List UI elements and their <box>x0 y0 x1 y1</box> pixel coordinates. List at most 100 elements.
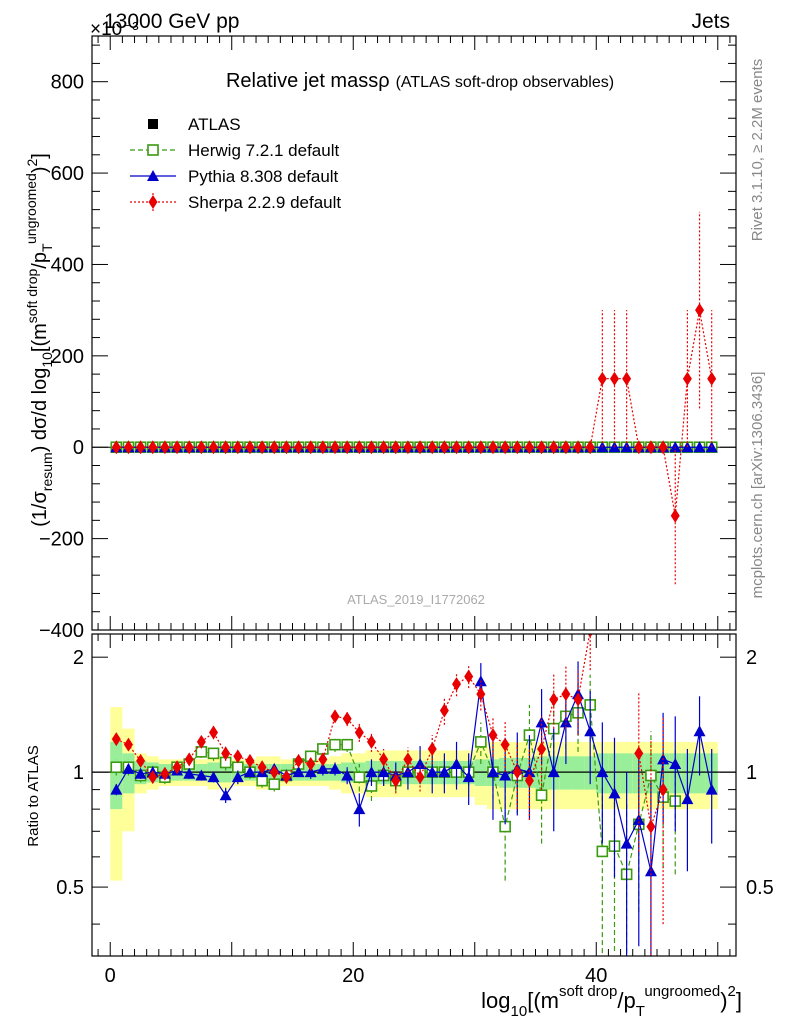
ratio-point-2-39 <box>584 725 597 737</box>
ratio-point-2-29 <box>462 771 475 783</box>
ratio-point-3-30 <box>476 687 486 702</box>
main-point-3-22 <box>379 440 389 455</box>
ratio-point-2-26 <box>426 766 439 778</box>
ratio-point-3-9 <box>221 746 231 761</box>
ratio-point-3-34 <box>524 773 534 788</box>
main-point-3-40 <box>597 371 607 386</box>
ratio-point-2-49 <box>705 783 718 795</box>
ratio-point-3-11 <box>245 753 255 768</box>
main-point-3-44 <box>646 440 656 455</box>
main-point-3-27 <box>439 440 449 455</box>
main-point-3-29 <box>464 440 474 455</box>
ratio-point-3-10 <box>233 749 243 764</box>
rivet-label: Rivet 3.1.10, ≥ 2.2M events <box>749 59 766 242</box>
y-tick-label-600: 600 <box>51 163 84 185</box>
main-point-3-38 <box>573 440 583 455</box>
ratio-point-3-29 <box>464 669 474 684</box>
ratio-point-2-36 <box>547 766 560 778</box>
main-point-3-6 <box>184 440 194 455</box>
main-point-3-46 <box>670 508 680 523</box>
main-point-3-31 <box>488 440 498 455</box>
ratio-point-3-7 <box>196 734 206 749</box>
main-point-3-18 <box>330 440 340 455</box>
main-point-3-30 <box>476 440 486 455</box>
chart-title: Relative jet massρ (ATLAS soft-drop obser… <box>226 70 614 92</box>
ratio-point-3-24 <box>403 752 413 767</box>
main-point-3-2 <box>136 440 146 455</box>
chart-title-main: Relative jet massρ <box>226 70 390 92</box>
ratio-point-3-43 <box>634 746 644 761</box>
legend-label-3: Sherpa 2.2.9 default <box>188 193 341 212</box>
ratio-point-3-20 <box>354 725 364 740</box>
main-point-2-46 <box>669 441 682 453</box>
y-tick-label--400: −400 <box>39 620 84 642</box>
ratio-point-3-8 <box>209 725 219 740</box>
ratio-point-1-20 <box>353 771 366 783</box>
ratio-point-2-37 <box>559 716 572 728</box>
ratio-point-1-30 <box>475 736 487 748</box>
ratio-tick-label-l-2: 2 <box>73 647 84 669</box>
ratio-point-2-6 <box>183 767 196 779</box>
main-plot-marks <box>92 211 736 585</box>
main-point-3-0 <box>111 440 121 455</box>
chart-title-sub: (ATLAS soft-drop observables) <box>396 74 614 91</box>
y-tick-label-200: 200 <box>51 346 84 368</box>
ratio-point-3-6 <box>184 752 194 767</box>
mcplots-label: mcplots.cern.ch [arXiv:1306.3436] <box>749 372 766 599</box>
ratio-tick-label-r-0.5: 0.5 <box>746 877 774 899</box>
main-point-3-48 <box>695 303 705 318</box>
header-exponent: ×10⁻³ <box>90 19 139 40</box>
ratio-tick-label-r-1: 1 <box>746 762 757 784</box>
main-point-3-17 <box>318 440 328 455</box>
ratio-point-2-25 <box>414 758 427 770</box>
main-point-3-14 <box>281 440 291 455</box>
main-point-3-42 <box>622 371 632 386</box>
ratio-point-2-9 <box>219 789 232 801</box>
y-tick-label-800: 800 <box>51 72 84 94</box>
ratio-tick-label-l-1: 1 <box>73 762 84 784</box>
main-point-3-25 <box>415 440 425 455</box>
main-point-3-15 <box>294 440 304 455</box>
main-line-3 <box>116 310 713 516</box>
ratio-point-3-14 <box>281 770 291 785</box>
ratio-point-2-22 <box>377 766 390 778</box>
ratio-point-3-12 <box>257 760 267 775</box>
ratio-point-3-45 <box>658 782 668 797</box>
ratio-point-3-15 <box>294 753 304 768</box>
ratio-point-3-25 <box>415 770 425 785</box>
ratio-point-2-16 <box>304 766 317 778</box>
y-tick-label-400: 400 <box>51 254 84 276</box>
ratio-point-3-26 <box>427 741 437 756</box>
ratio-point-2-1 <box>122 762 135 774</box>
ratio-plot-marks <box>92 634 736 956</box>
ratio-point-3-39 <box>587 634 593 638</box>
ratio-point-3-37 <box>561 687 571 702</box>
band-inner-38 <box>571 756 585 790</box>
legend-label-2: Pythia 8.308 default <box>188 167 339 186</box>
legend-label-0: ATLAS <box>188 115 241 134</box>
x-axis-label: log10[(msoft drop/pTungroomed)2] <box>481 983 742 1020</box>
main-point-3-10 <box>233 440 243 455</box>
ratio-point-3-31 <box>488 728 498 743</box>
ratio-point-2-27 <box>438 766 451 778</box>
band-inner-0 <box>110 741 123 810</box>
main-point-3-28 <box>452 440 462 455</box>
ratio-point-3-23 <box>391 773 401 788</box>
main-point-3-32 <box>500 440 510 455</box>
ratio-point-3-3 <box>148 770 158 785</box>
ratio-point-2-19 <box>341 769 354 781</box>
ratio-point-2-0 <box>110 783 123 795</box>
ratio-point-2-21 <box>365 766 378 778</box>
ratio-point-3-33 <box>512 765 522 780</box>
main-point-3-43 <box>634 440 644 455</box>
ratio-point-2-2 <box>134 767 147 779</box>
main-point-3-45 <box>658 440 668 455</box>
main-point-3-9 <box>221 440 231 455</box>
main-point-3-33 <box>512 440 522 455</box>
y-tick-label--200: −200 <box>39 529 84 551</box>
main-point-3-7 <box>196 440 206 455</box>
header-process: Jets <box>691 10 730 33</box>
ratio-point-1-35 <box>535 789 548 802</box>
ratio-point-1-19 <box>341 738 353 751</box>
ratio-point-2-42 <box>620 837 633 849</box>
